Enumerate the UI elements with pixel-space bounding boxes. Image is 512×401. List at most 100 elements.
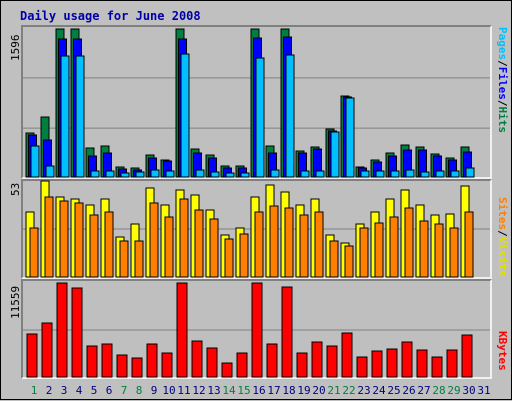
bar-pages-6 <box>105 170 115 178</box>
x-tick-label: 2 <box>46 384 53 397</box>
bar-kbytes-6 <box>101 343 113 378</box>
bar-pages-30 <box>465 167 475 178</box>
bar-sites-10 <box>164 216 174 278</box>
bar-pages-22 <box>345 97 355 178</box>
bar-sites-16 <box>254 211 264 278</box>
x-tick-label: 17 <box>267 384 280 397</box>
bar-sites-21 <box>329 240 339 278</box>
x-tick-label: 12 <box>192 384 205 397</box>
bar-pages-16 <box>255 57 265 178</box>
chart-title: Daily usage for June 2008 <box>20 9 201 23</box>
bar-pages-20 <box>315 170 325 178</box>
bar-pages-26 <box>405 169 415 178</box>
bar-sites-3 <box>59 200 69 278</box>
bar-kbytes-30 <box>461 334 473 378</box>
x-tick-label: 31 <box>477 384 490 397</box>
x-tick-label: 6 <box>106 384 113 397</box>
bar-pages-18 <box>285 54 295 178</box>
bar-sites-1 <box>29 227 39 278</box>
bar-sites-9 <box>149 202 159 278</box>
x-tick-label: 3 <box>61 384 68 397</box>
bar-pages-3 <box>60 55 70 178</box>
x-tick-label: 7 <box>121 384 128 397</box>
x-tick-label: 11 <box>177 384 190 397</box>
bar-kbytes-13 <box>206 347 218 378</box>
x-tick-label: 19 <box>297 384 310 397</box>
x-tick-label: 16 <box>252 384 265 397</box>
bar-pages-4 <box>75 55 85 178</box>
bar-kbytes-5 <box>86 345 98 378</box>
bar-pages-25 <box>390 170 400 178</box>
bar-sites-27 <box>419 220 429 278</box>
x-tick-label: 9 <box>151 384 158 397</box>
x-tick-label: 4 <box>76 384 83 397</box>
bar-kbytes-2 <box>41 322 53 378</box>
bar-pages-24 <box>375 170 385 178</box>
bar-kbytes-4 <box>71 287 83 378</box>
bar-kbytes-10 <box>161 352 173 378</box>
bar-pages-28 <box>435 170 445 178</box>
bar-sites-8 <box>134 240 144 278</box>
bar-kbytes-11 <box>176 282 188 378</box>
bar-pages-5 <box>90 170 100 178</box>
bar-kbytes-19 <box>296 352 308 378</box>
bar-kbytes-22 <box>341 332 353 378</box>
x-tick-label: 24 <box>372 384 386 397</box>
bar-sites-7 <box>119 240 129 278</box>
bar-sites-12 <box>194 209 204 278</box>
bar-sites-5 <box>89 214 99 278</box>
x-tick-label: 23 <box>357 384 370 397</box>
bar-kbytes-7 <box>116 354 128 378</box>
bar-sites-26 <box>404 207 414 278</box>
bar-pages-29 <box>450 170 460 178</box>
bar-kbytes-3 <box>56 282 68 378</box>
bar-kbytes-23 <box>356 356 368 378</box>
bar-kbytes-14 <box>221 362 233 378</box>
bar-kbytes-17 <box>266 343 278 378</box>
bar-pages-1 <box>30 145 40 178</box>
bar-kbytes-25 <box>386 348 398 378</box>
x-tick-label: 8 <box>136 384 143 397</box>
x-tick-label: 20 <box>312 384 325 397</box>
bar-pages-13 <box>210 171 220 178</box>
bar-kbytes-9 <box>146 343 158 378</box>
bar-kbytes-15 <box>236 352 248 378</box>
x-tick-label: 13 <box>207 384 220 397</box>
x-tick-label: 15 <box>237 384 250 397</box>
bar-pages-14 <box>225 172 235 178</box>
bar-pages-27 <box>420 171 430 178</box>
bar-sites-14 <box>224 238 234 278</box>
bar-pages-15 <box>240 172 250 178</box>
bar-kbytes-16 <box>251 282 263 378</box>
bar-sites-13 <box>209 218 219 278</box>
bar-kbytes-1 <box>26 333 38 378</box>
x-tick-label: 1 <box>31 384 38 397</box>
bar-sites-29 <box>449 227 459 278</box>
x-tick-label: 30 <box>462 384 475 397</box>
bar-kbytes-27 <box>416 349 428 378</box>
x-tick-label: 5 <box>91 384 98 397</box>
bar-sites-17 <box>269 205 279 278</box>
bar-sites-24 <box>374 222 384 278</box>
x-tick-label: 25 <box>387 384 400 397</box>
bar-pages-17 <box>270 169 280 178</box>
bar-kbytes-24 <box>371 350 383 378</box>
bar-kbytes-20 <box>311 341 323 378</box>
bar-pages-10 <box>165 170 175 178</box>
x-tick-label: 14 <box>222 384 236 397</box>
bar-sites-28 <box>434 223 444 278</box>
bar-pages-2 <box>45 165 55 178</box>
bar-sites-23 <box>359 227 369 278</box>
bar-sites-6 <box>104 211 114 278</box>
bar-pages-12 <box>195 169 205 178</box>
bar-kbytes-12 <box>191 340 203 378</box>
bar-kbytes-18 <box>281 286 293 378</box>
bar-pages-23 <box>360 170 370 178</box>
bar-kbytes-26 <box>401 341 413 378</box>
bar-pages-19 <box>300 170 310 178</box>
x-tick-label: 10 <box>162 384 175 397</box>
x-tick-label: 18 <box>282 384 295 397</box>
bar-sites-4 <box>74 202 84 278</box>
x-tick-label: 22 <box>342 384 355 397</box>
